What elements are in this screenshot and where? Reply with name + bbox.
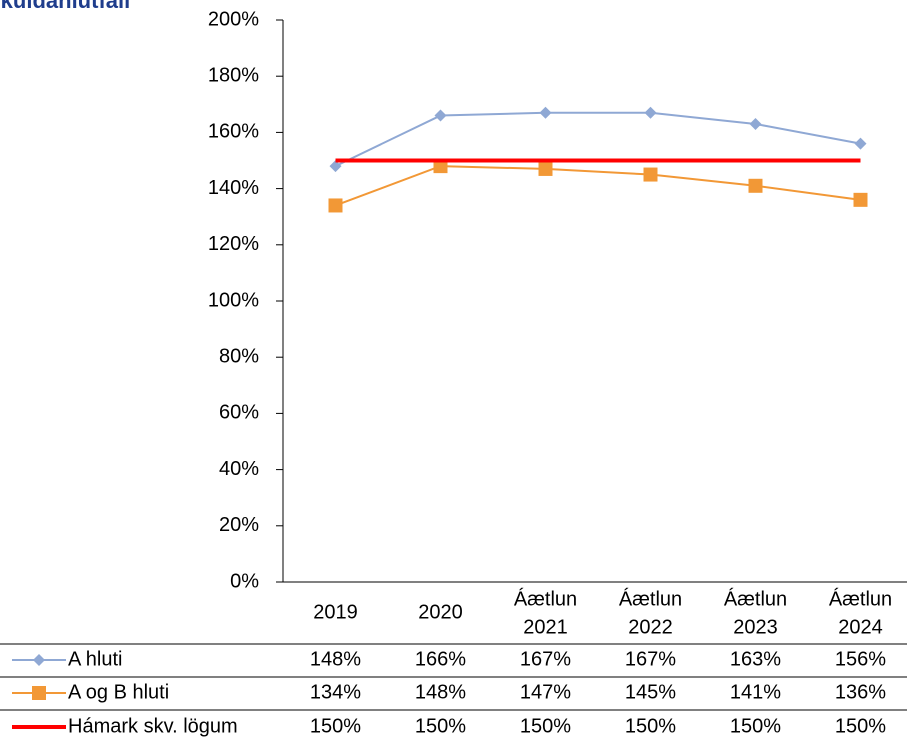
y-tick-label: 160% <box>208 121 259 143</box>
y-tick-label: 100% <box>208 289 259 311</box>
series-line <box>335 111 861 168</box>
table-value: 150% <box>835 715 886 737</box>
table-value: 150% <box>310 715 361 737</box>
table-value: 134% <box>310 681 361 703</box>
table-value: 136% <box>835 681 886 703</box>
y-tick-label: 120% <box>208 233 259 255</box>
point <box>433 159 448 174</box>
y-tick-label: 140% <box>208 177 259 199</box>
point <box>328 198 343 213</box>
table-value: 156% <box>835 648 886 670</box>
y-tick-label: 20% <box>219 514 259 536</box>
table-value: 167% <box>625 648 676 670</box>
point <box>329 160 342 173</box>
point <box>539 106 552 119</box>
point <box>748 178 763 193</box>
table-value: 150% <box>625 715 676 737</box>
table-value: 148% <box>310 648 361 670</box>
legend-marker <box>32 686 46 700</box>
point <box>434 109 447 122</box>
y-tick-label: 0% <box>230 570 259 592</box>
legend-marker <box>33 654 45 666</box>
x-tick-label: Áætlun <box>514 587 577 610</box>
table-value: 141% <box>730 681 781 703</box>
x-tick-label: 2020 <box>418 601 463 623</box>
point <box>644 106 657 119</box>
legend-label: A hluti <box>68 648 122 670</box>
series-line <box>335 165 861 207</box>
point <box>538 161 553 176</box>
table-value: 150% <box>415 715 466 737</box>
table-value: 147% <box>520 681 571 703</box>
x-tick-label: 2021 <box>523 616 568 638</box>
y-tick-label: 80% <box>219 345 259 367</box>
x-tick-label: Áætlun <box>829 587 892 610</box>
point <box>854 137 867 150</box>
table-value: 148% <box>415 681 466 703</box>
point <box>643 167 658 182</box>
chart-title: Skuldahlutfall <box>0 0 130 13</box>
y-tick-label: 40% <box>219 458 259 480</box>
legend-label: A og B hluti <box>68 681 169 703</box>
y-tick-label: 60% <box>219 402 259 424</box>
x-tick-label: Áætlun <box>619 587 682 610</box>
point <box>749 117 762 130</box>
y-tick-label: 200% <box>208 8 259 30</box>
x-tick-label: 2023 <box>733 616 778 638</box>
table-value: 150% <box>730 715 781 737</box>
legend-label: Hámark skv. lögum <box>68 715 238 737</box>
point <box>853 192 868 207</box>
x-tick-label: 2022 <box>628 616 673 638</box>
x-tick-label: 2019 <box>313 601 358 623</box>
table-value: 166% <box>415 648 466 670</box>
y-tick-label: 180% <box>208 64 259 86</box>
x-tick-label: Áætlun <box>724 587 787 610</box>
x-tick-label: 2024 <box>838 616 883 638</box>
table-value: 163% <box>730 648 781 670</box>
table-value: 150% <box>520 715 571 737</box>
table-value: 145% <box>625 681 676 703</box>
table-value: 167% <box>520 648 571 670</box>
